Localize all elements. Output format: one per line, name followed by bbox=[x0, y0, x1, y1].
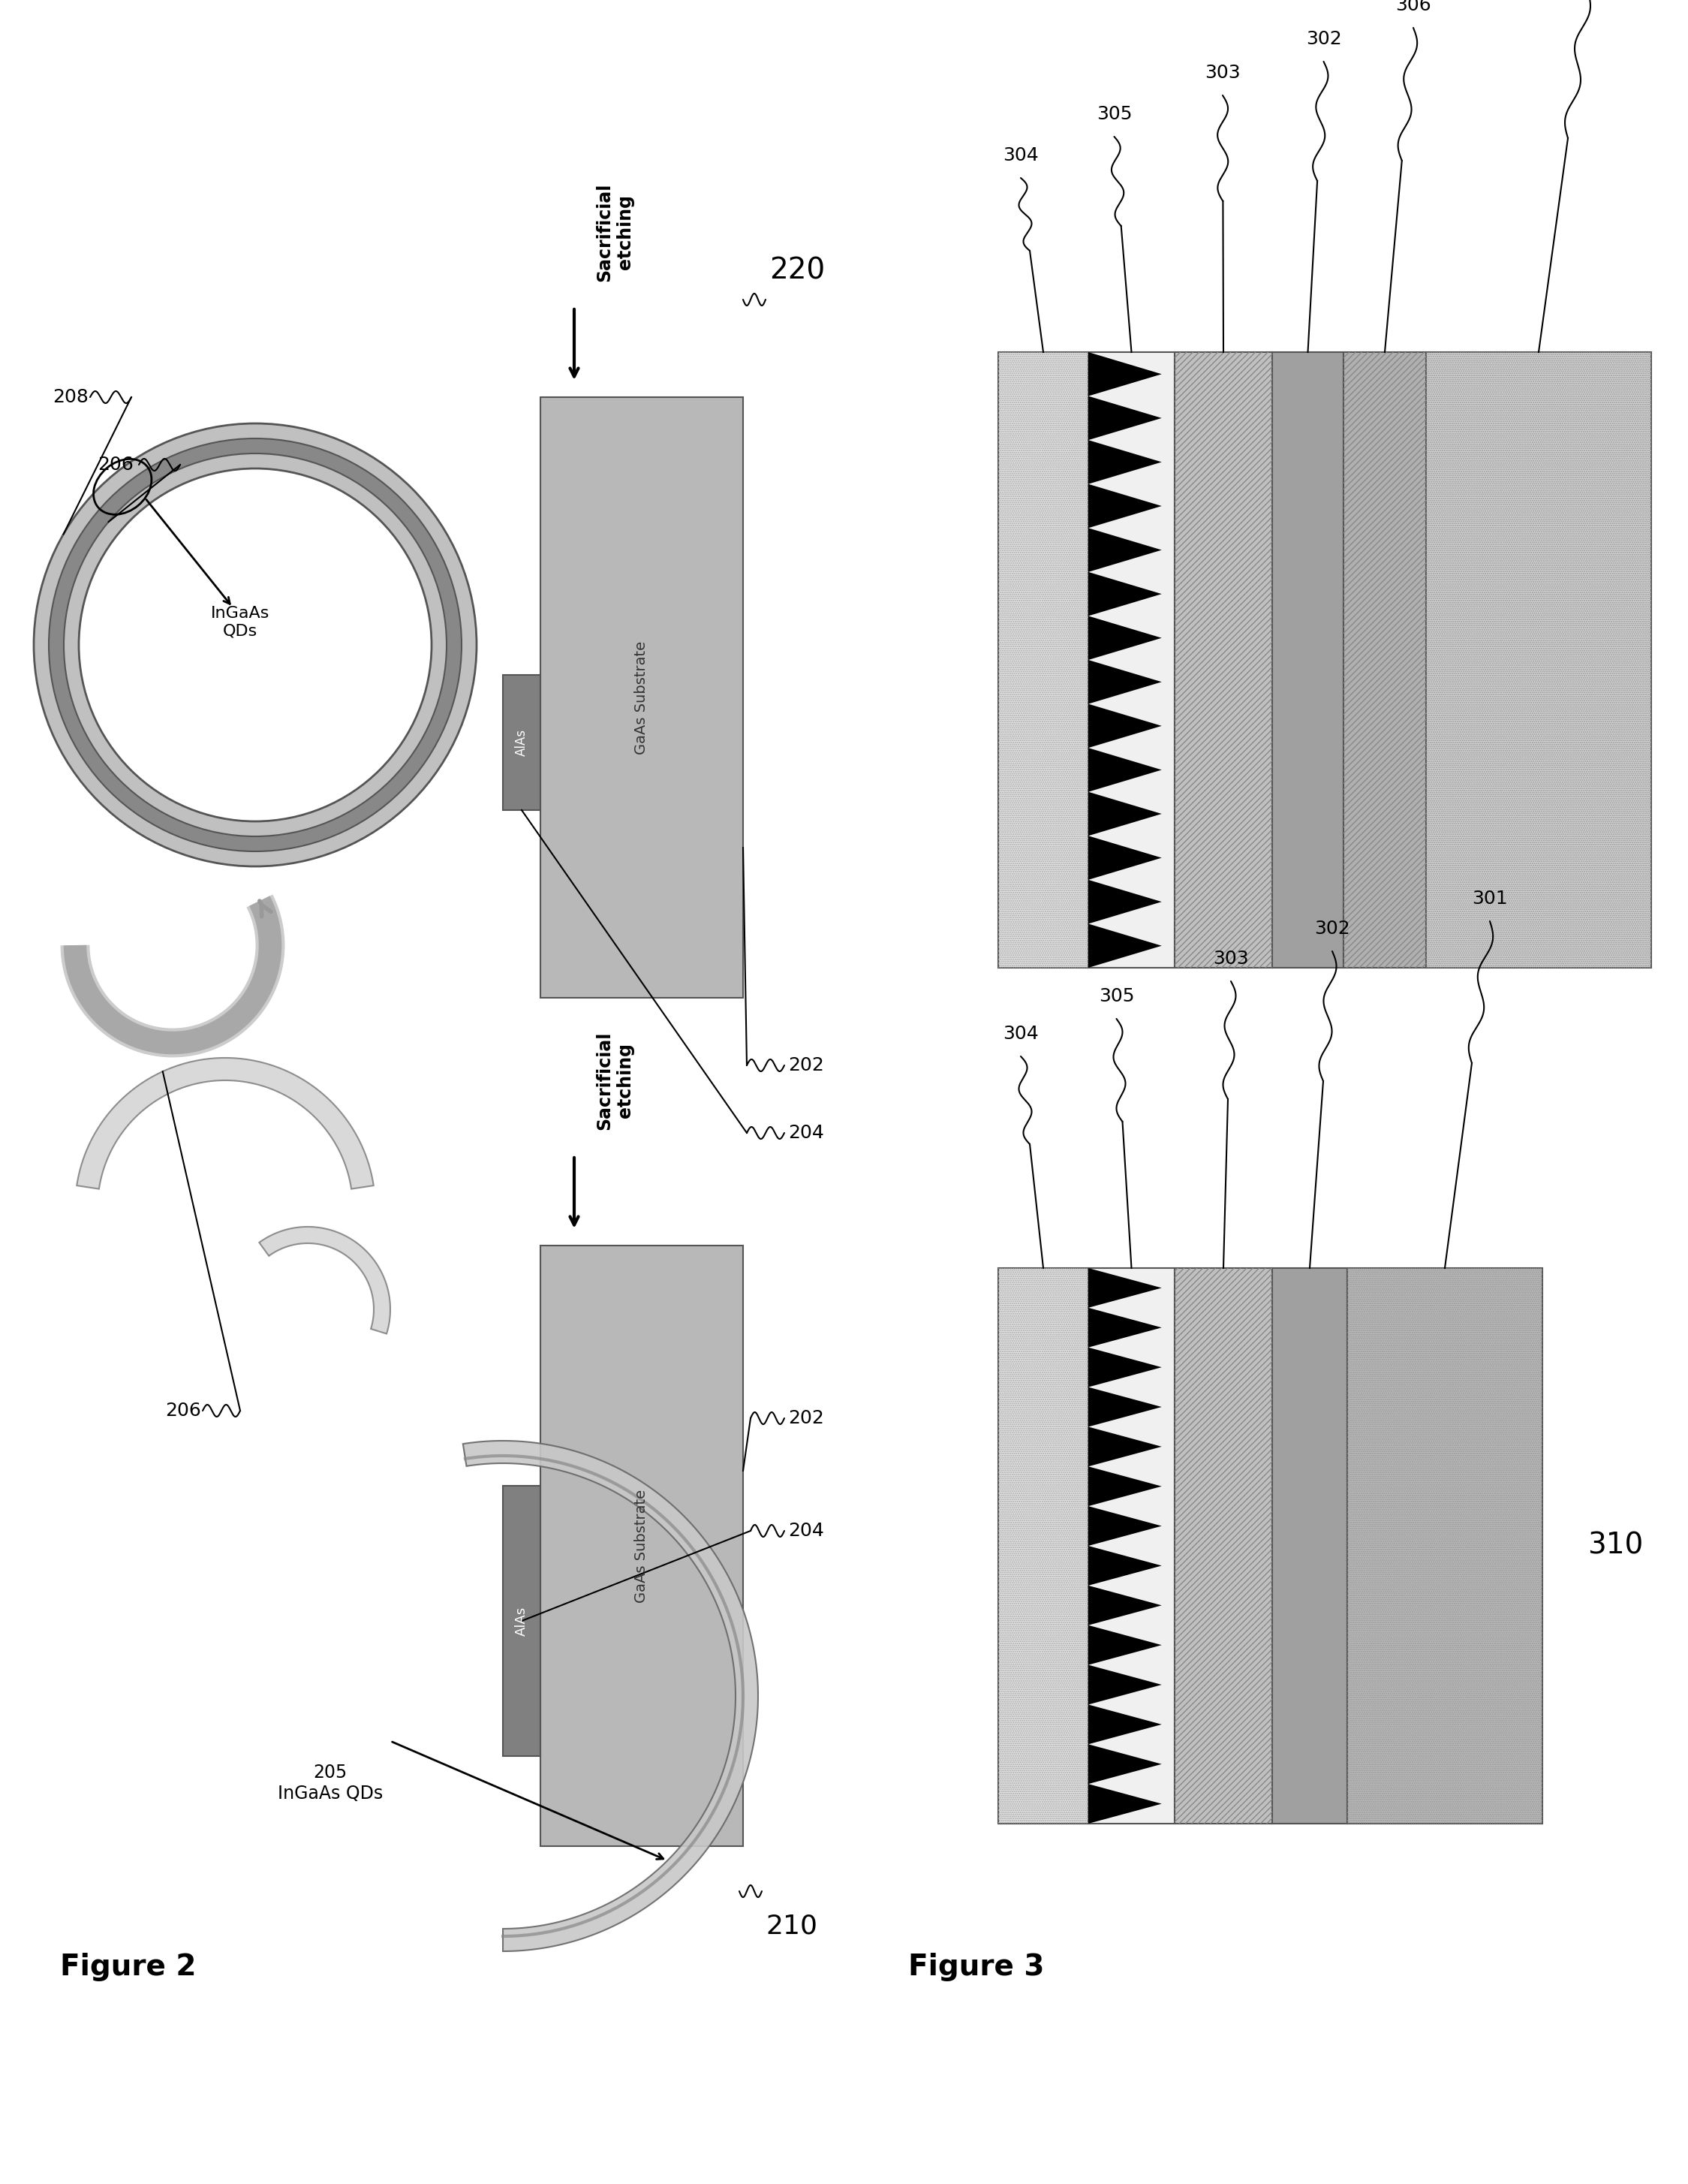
Polygon shape bbox=[1089, 616, 1161, 660]
Polygon shape bbox=[1089, 1507, 1161, 1546]
Bar bbox=[503, 675, 540, 810]
Polygon shape bbox=[1089, 1426, 1161, 1465]
Bar bbox=[1426, 352, 1651, 968]
Polygon shape bbox=[1089, 1546, 1161, 1586]
Polygon shape bbox=[1089, 395, 1161, 439]
Text: GaAs Substrate: GaAs Substrate bbox=[635, 640, 648, 753]
Polygon shape bbox=[1089, 880, 1161, 924]
Polygon shape bbox=[1089, 793, 1161, 836]
Polygon shape bbox=[1089, 924, 1161, 968]
Text: 305: 305 bbox=[1099, 987, 1134, 1005]
Text: 303: 303 bbox=[1214, 950, 1249, 968]
Polygon shape bbox=[76, 1057, 373, 1188]
Text: 306: 306 bbox=[1396, 0, 1431, 15]
Bar bbox=[1089, 352, 1175, 968]
Polygon shape bbox=[260, 1227, 390, 1334]
Polygon shape bbox=[1089, 747, 1161, 793]
Polygon shape bbox=[1089, 1348, 1161, 1387]
Bar bbox=[1426, 352, 1651, 968]
Text: InGaAs
QDs: InGaAs QDs bbox=[211, 607, 270, 638]
Bar bbox=[1347, 1269, 1543, 1824]
Polygon shape bbox=[1089, 529, 1161, 572]
Circle shape bbox=[79, 470, 432, 821]
Text: AlAs: AlAs bbox=[515, 1605, 528, 1636]
Text: 210: 210 bbox=[766, 1913, 817, 1939]
Text: GaAs Substrate: GaAs Substrate bbox=[635, 1489, 648, 1603]
Bar bbox=[1344, 352, 1426, 968]
Polygon shape bbox=[1089, 352, 1161, 395]
Polygon shape bbox=[1089, 1387, 1161, 1426]
Bar bbox=[1273, 1269, 1347, 1824]
Polygon shape bbox=[1089, 1465, 1161, 1507]
Polygon shape bbox=[1089, 572, 1161, 616]
Polygon shape bbox=[1089, 703, 1161, 747]
Text: 310: 310 bbox=[1587, 1531, 1642, 1559]
Circle shape bbox=[64, 454, 447, 836]
Bar bbox=[1175, 352, 1273, 968]
Bar bbox=[540, 1245, 743, 1845]
Bar bbox=[998, 352, 1089, 968]
Text: 202: 202 bbox=[788, 1057, 824, 1075]
Text: 202: 202 bbox=[788, 1409, 824, 1426]
Polygon shape bbox=[1089, 1704, 1161, 1745]
Text: 304: 304 bbox=[1003, 146, 1038, 164]
Bar bbox=[998, 352, 1089, 968]
Polygon shape bbox=[1089, 1664, 1161, 1704]
Text: 303: 303 bbox=[1205, 63, 1241, 81]
Text: 301: 301 bbox=[1472, 889, 1507, 909]
Text: 302: 302 bbox=[1315, 919, 1350, 937]
Text: 305: 305 bbox=[1097, 105, 1133, 122]
Polygon shape bbox=[463, 1441, 758, 1950]
Text: AlAs: AlAs bbox=[515, 729, 528, 756]
Text: Figure 3: Figure 3 bbox=[908, 1952, 1045, 1981]
Bar bbox=[540, 397, 743, 998]
Text: 205
InGaAs QDs: 205 InGaAs QDs bbox=[277, 1762, 383, 1802]
Polygon shape bbox=[1089, 1308, 1161, 1348]
Bar bbox=[1273, 352, 1344, 968]
Text: 206: 206 bbox=[98, 456, 133, 474]
Polygon shape bbox=[1089, 1269, 1161, 1308]
Polygon shape bbox=[1089, 1784, 1161, 1824]
Bar bbox=[998, 1269, 1089, 1824]
Bar bbox=[1175, 352, 1273, 968]
Polygon shape bbox=[1089, 836, 1161, 880]
Polygon shape bbox=[1089, 1745, 1161, 1784]
Bar bbox=[1273, 1269, 1347, 1824]
Polygon shape bbox=[1089, 1586, 1161, 1625]
Text: Sacrificial
etching: Sacrificial etching bbox=[596, 1031, 635, 1129]
Polygon shape bbox=[1089, 660, 1161, 703]
Circle shape bbox=[49, 439, 461, 852]
Circle shape bbox=[34, 424, 476, 867]
Bar bbox=[1347, 1269, 1543, 1824]
Text: 204: 204 bbox=[788, 1125, 824, 1142]
Bar bbox=[998, 1269, 1089, 1824]
Text: 220: 220 bbox=[770, 256, 825, 284]
Bar bbox=[1273, 352, 1344, 968]
Bar bbox=[503, 1485, 540, 1756]
Bar bbox=[1344, 352, 1426, 968]
Text: 302: 302 bbox=[1307, 31, 1342, 48]
Text: 204: 204 bbox=[788, 1522, 824, 1540]
Polygon shape bbox=[1089, 485, 1161, 529]
Text: 208: 208 bbox=[52, 389, 88, 406]
Text: Figure 2: Figure 2 bbox=[61, 1952, 196, 1981]
Polygon shape bbox=[1089, 1625, 1161, 1664]
Text: Sacrificial
etching: Sacrificial etching bbox=[596, 183, 635, 282]
Text: 304: 304 bbox=[1003, 1024, 1038, 1042]
Text: 206: 206 bbox=[165, 1402, 201, 1420]
Bar bbox=[1175, 1269, 1273, 1824]
Circle shape bbox=[79, 470, 432, 821]
Polygon shape bbox=[1089, 439, 1161, 485]
Bar bbox=[1089, 1269, 1175, 1824]
Bar bbox=[1175, 1269, 1273, 1824]
